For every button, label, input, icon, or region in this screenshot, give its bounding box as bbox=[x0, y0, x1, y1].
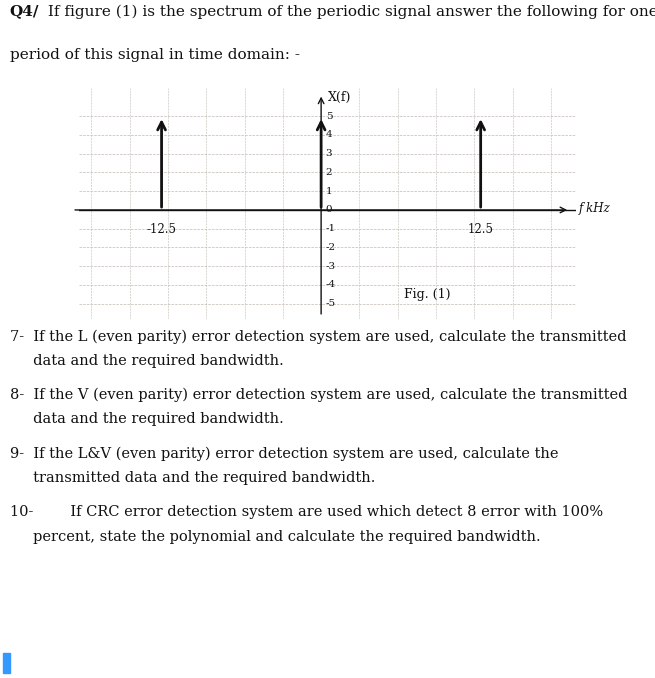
Text: Fig. (1): Fig. (1) bbox=[404, 287, 451, 301]
Text: 4: 4 bbox=[326, 130, 332, 140]
Text: 2: 2 bbox=[326, 168, 332, 177]
Text: -2: -2 bbox=[326, 243, 336, 252]
Text: Q4/: Q4/ bbox=[10, 5, 39, 18]
Text: 10-        If CRC error detection system are used which detect 8 error with 100%: 10- If CRC error detection system are us… bbox=[10, 505, 603, 519]
Text: 12.5: 12.5 bbox=[468, 223, 494, 236]
Text: 3: 3 bbox=[326, 149, 332, 158]
Text: 9-  If the L&V (even parity) error detection system are used, calculate the: 9- If the L&V (even parity) error detect… bbox=[10, 447, 558, 461]
Text: data and the required bandwidth.: data and the required bandwidth. bbox=[10, 354, 284, 368]
Text: 5: 5 bbox=[326, 112, 332, 121]
Text: 1: 1 bbox=[326, 186, 332, 196]
Text: -4: -4 bbox=[326, 281, 336, 290]
Text: -1: -1 bbox=[326, 224, 336, 233]
Text: data and the required bandwidth.: data and the required bandwidth. bbox=[10, 412, 284, 426]
Text: -3: -3 bbox=[326, 262, 336, 271]
Text: 0: 0 bbox=[326, 205, 332, 214]
Text: percent, state the polynomial and calculate the required bandwidth.: percent, state the polynomial and calcul… bbox=[10, 530, 540, 544]
Text: X(f): X(f) bbox=[328, 91, 351, 104]
Text: -5: -5 bbox=[326, 299, 336, 308]
Text: 8-  If the V (even parity) error detection system are used, calculate the transm: 8- If the V (even parity) error detectio… bbox=[10, 388, 627, 403]
Text: 7-  If the L (even parity) error detection system are used, calculate the transm: 7- If the L (even parity) error detectio… bbox=[10, 330, 626, 344]
Text: transmitted data and the required bandwidth.: transmitted data and the required bandwi… bbox=[10, 471, 375, 485]
Text: -12.5: -12.5 bbox=[147, 223, 177, 236]
Text: f kHz: f kHz bbox=[579, 201, 610, 214]
Text: If figure (1) is the spectrum of the periodic signal answer the following for on: If figure (1) is the spectrum of the per… bbox=[43, 5, 655, 19]
Bar bbox=[3, 653, 10, 673]
Text: period of this signal in time domain: -: period of this signal in time domain: - bbox=[10, 49, 300, 62]
